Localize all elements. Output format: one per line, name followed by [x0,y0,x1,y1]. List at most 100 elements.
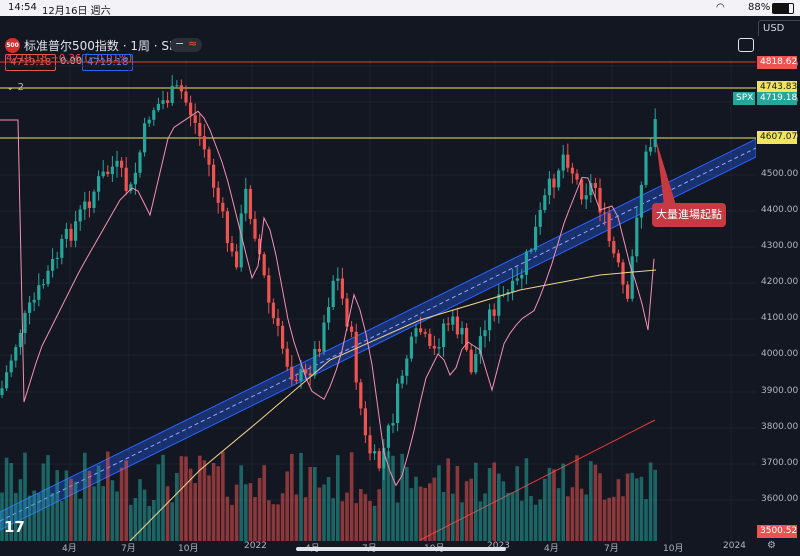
layout-icon[interactable] [738,38,754,52]
volume-bar [630,472,634,541]
volume-bar [0,492,4,541]
candle [469,349,473,373]
low-price-tag: 3500.52 [757,525,797,538]
volume-bar [188,468,193,541]
candle [598,187,602,213]
candle [644,151,648,185]
candle [69,228,73,241]
candle [483,330,487,337]
volume-bar [359,489,363,541]
price-tick: 4300.00 [761,241,799,251]
volume-bar [593,464,598,541]
candle [258,238,262,255]
status-time: 14:54 [8,2,37,13]
volume-bar [78,498,82,541]
candle [32,299,36,303]
candle [557,170,561,188]
candle [276,318,280,326]
candle [386,425,390,448]
volume-bar [469,478,473,541]
candle [161,100,165,104]
volume-bar [451,493,455,541]
symbol-title[interactable]: 标准普尔500指数 · 1周 · SP [24,39,177,53]
volume-bar [165,486,170,541]
candle [9,360,13,373]
volume-bar [598,473,602,541]
annotation-callout[interactable]: 大量進場起點 [652,203,726,227]
candle [189,102,193,116]
candle [492,309,496,316]
candle [331,280,335,308]
volume-bar [570,487,575,541]
candle [414,328,418,337]
volume-bar [382,457,386,541]
volume-bar [221,451,225,541]
candle [529,250,533,252]
candle [474,354,478,373]
volume-bar [198,455,202,541]
volume-bar [602,499,607,541]
volume-bar [87,470,92,541]
candle [552,178,556,188]
status-date: 12月16日 週六 [42,6,111,17]
candle [460,327,464,335]
volume-bar [414,476,418,541]
candle [561,154,565,171]
candle [621,262,625,285]
candle [630,256,634,299]
volume-bar [552,469,556,541]
volume-bar [386,451,391,541]
volume-bar [253,497,257,541]
volume-bar [589,461,593,541]
candle [635,217,639,257]
candle [110,166,114,175]
candle [547,178,551,196]
chart-canvas[interactable] [0,60,756,541]
volume-bar [248,483,253,541]
candle [41,284,45,286]
candle [294,379,298,381]
candle [327,307,331,323]
price-axis[interactable] [756,36,800,541]
candle [580,179,584,200]
time-tick: 2024 [723,541,746,551]
volume-bar [483,493,487,541]
volume-bar [529,495,533,541]
candle [515,278,519,281]
last-price-tag: 4719.18 [757,92,797,105]
candle [317,348,321,352]
volume-bar [294,494,299,541]
volume-bar [225,496,230,541]
candle [239,213,243,268]
header-toggle-button[interactable]: − ≈ [170,37,202,52]
candle [175,85,179,87]
volume-bar [147,505,151,541]
candle [359,382,363,409]
volume-bar [37,493,41,541]
price-tick: 4100.00 [761,313,799,323]
time-tick: 7月 [121,544,136,554]
volume-bar [211,462,216,541]
moving-average-long [129,269,657,541]
settings-icon[interactable]: ⚙ [767,540,776,551]
candle [120,160,124,168]
candle [60,238,64,258]
volume-bar [257,477,262,541]
volume-bar [41,463,46,541]
volume-bar [69,478,73,541]
candle [363,408,367,436]
volume-bar [271,504,276,541]
price-tick: 3900.00 [761,386,799,396]
time-tick: 4月 [62,544,77,554]
volume-bar [510,492,515,541]
candle [538,209,542,227]
candle [345,298,349,327]
candle [432,345,436,349]
candle [235,251,239,268]
candle [520,274,524,279]
volume-bar [193,483,197,541]
volume-bar [60,501,64,541]
candle [14,347,18,361]
volume-bar [566,496,570,541]
volume-bar [32,490,36,541]
